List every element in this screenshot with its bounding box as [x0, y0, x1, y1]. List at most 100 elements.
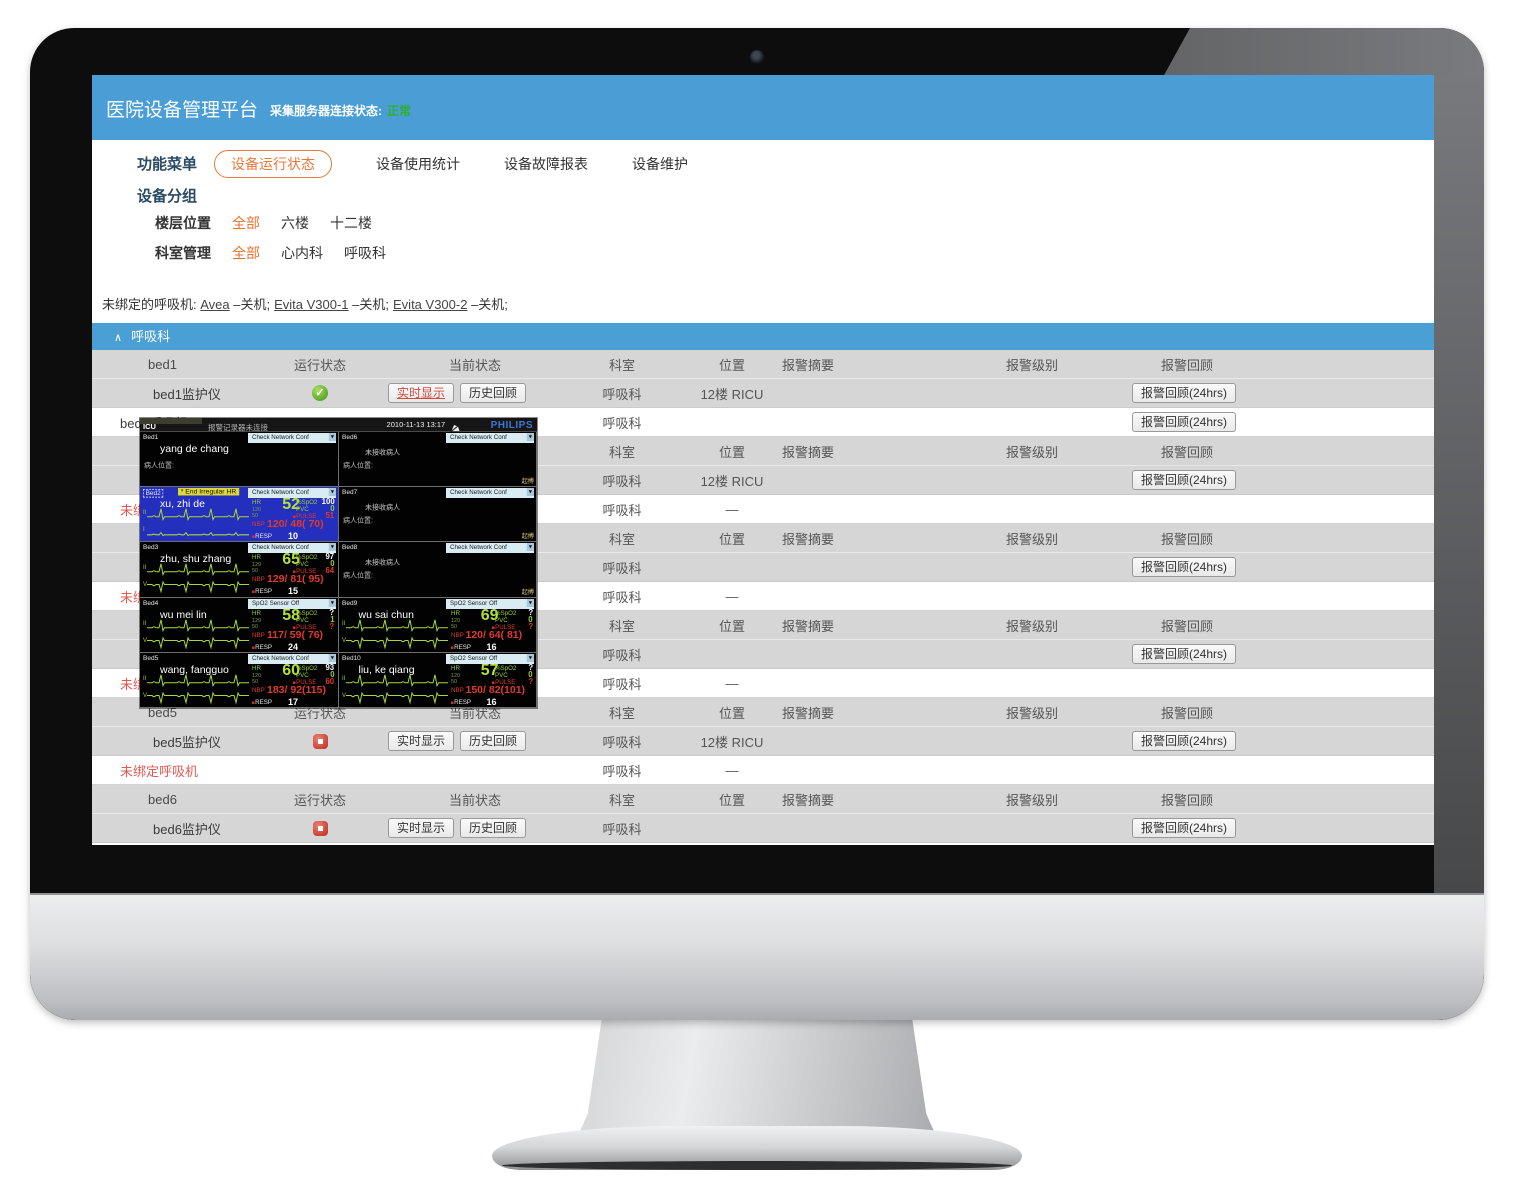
filter-option[interactable]: 心内科 [281, 245, 323, 261]
run-status-icon [312, 734, 328, 750]
nav-tab[interactable]: 设备维护 [632, 155, 689, 172]
col-department: 科室 [608, 618, 635, 634]
monitor-bed-tile[interactable]: Bed8 Check Network Conf ▾ 未接收病人 病人位置: 起搏 [338, 542, 537, 598]
col-alarm-summary: 报警摘要 [782, 792, 835, 808]
nbp-value: 117/ 59( 76) [267, 628, 324, 641]
tile-status-dropdown[interactable]: SpO2 Sensor Off ▾ [446, 653, 534, 664]
resp-label: RESP [450, 644, 470, 650]
tile-status-dropdown[interactable]: Check Network Conf ▾ [446, 543, 534, 554]
pace-corner-label: 起搏 [521, 478, 534, 486]
history-review-button[interactable]: 历史回顾 [460, 731, 527, 751]
filter-option[interactable]: 全部 [232, 215, 260, 231]
ecg-waveform [147, 508, 249, 522]
monitor-bed-tile[interactable]: Bed2 * End Irregular HR Check Network Co… [140, 487, 339, 543]
alarm-review-button[interactable]: 报警回顾(24hrs) [1131, 644, 1236, 664]
resp-value: 15 [288, 586, 299, 597]
ecg-lead-label: II [143, 674, 147, 682]
ventilator-row: 未绑定呼吸机 呼吸科 — [92, 756, 1434, 785]
ventilator-location: — [725, 762, 739, 778]
col-location: 位置 [718, 531, 745, 547]
alarm-review-button[interactable]: 报警回顾(24hrs) [1131, 731, 1236, 751]
filter-option[interactable]: 十二楼 [330, 215, 372, 231]
monitor-bed-tile[interactable]: Bed10 SpO2 Sensor Off ▾ liu, ke qiang II … [338, 652, 537, 708]
col-alarm-review: 报警回顾 [1160, 357, 1213, 373]
nbp-value: 120/ 64( 81) [465, 628, 523, 641]
monitor-bed-tile[interactable]: Bed5 Check Network Conf ▾ wang, fangguo I… [140, 652, 339, 708]
tile-status-dropdown[interactable]: Check Network Conf ▾ [247, 433, 336, 443]
app-title: 医院设备管理平台 [106, 100, 259, 121]
alarm-review-button[interactable]: 报警回顾(24hrs) [1131, 557, 1236, 577]
tile-status-text: Check Network Conf [251, 489, 309, 497]
nav-tab[interactable]: 设备故障报表 [504, 155, 589, 172]
col-run-status: 运行状态 [293, 705, 346, 721]
monitor-bed-tile[interactable]: Bed3 Check Network Conf ▾ zhu, shu zhang … [140, 542, 339, 598]
ventilator-link[interactable]: Evita V300-1 [274, 297, 349, 312]
pvc-value: 0 [528, 670, 533, 680]
history-review-button[interactable]: 历史回顾 [460, 383, 527, 403]
monitor-bed-tile[interactable]: Bed7 Check Network Conf ▾ 未接收病人 病人位置: 起搏 [338, 487, 537, 543]
ecg-lead-label: II [143, 564, 147, 571]
spo2-label: %SpO2 [296, 664, 318, 672]
realtime-display-button[interactable]: 实时显示 [388, 383, 455, 403]
ecg-waveform [147, 636, 249, 650]
tile-status-dropdown[interactable]: Check Network Conf ▾ [247, 488, 336, 499]
spo2-value: 97 [325, 553, 335, 562]
patient-name: yang de chang [160, 443, 229, 455]
unbound-item: Evita V300-2 –关机; [393, 297, 512, 312]
section-bar-respiratory[interactable]: ∧ 呼吸科 [92, 323, 1434, 350]
ventilator-department: 呼吸科 [602, 676, 642, 692]
philips-logo: PHILIPS [490, 420, 533, 431]
realtime-display-button[interactable]: 实时显示 [388, 818, 455, 838]
pvc-label: PVC [296, 671, 309, 679]
col-alarm-level: 报警级别 [1005, 357, 1058, 373]
alarm-review-button[interactable]: 报警回顾(24hrs) [1131, 412, 1236, 432]
unbound-ventilators-line: 未绑定的呼吸机: Avea –关机; Evita V300-1 –关机; Evita… [102, 294, 512, 313]
col-location: 位置 [718, 357, 745, 373]
alarm-silence-icon [450, 420, 461, 438]
monitor-bed-tile[interactable]: Bed1 Check Network Conf ▾ yang de chang 病… [140, 432, 339, 488]
tile-status-dropdown[interactable]: Check Network Conf ▾ [247, 543, 336, 554]
tile-status-dropdown[interactable]: SpO2 Sensor Off ▾ [446, 598, 534, 609]
col-alarm-review: 报警回顾 [1160, 705, 1213, 721]
nav-tab-active[interactable]: 设备运行状态 [214, 149, 333, 178]
tile-status-text: SpO2 Sensor Off [251, 599, 299, 607]
ventilator-location: — [725, 501, 739, 517]
tile-status-dropdown[interactable]: Check Network Conf ▾ [446, 433, 534, 443]
alarm-off-icon [293, 681, 296, 684]
titlebar-artifact [140, 418, 202, 424]
hr-low-limit: 50 [252, 622, 259, 629]
device-location: 12楼 RICU [700, 734, 764, 750]
alarm-review-button[interactable]: 报警回顾(24hrs) [1131, 470, 1236, 490]
realtime-display-button[interactable]: 实时显示 [388, 731, 455, 751]
monitor-bed-tile[interactable]: Bed6 Check Network Conf ▾ 未接收病人 病人位置: 起搏 [338, 432, 537, 488]
central-monitor-window: ICU 报警记录器未连接 2010-11-13 13:17 PHILIPS Be… [140, 418, 537, 708]
filter-row-floor: 楼层位置 全部 六楼 十二楼 [155, 213, 372, 233]
alarm-review-button[interactable]: 报警回顾(24hrs) [1131, 383, 1236, 403]
col-alarm-level: 报警级别 [1005, 792, 1058, 808]
tile-status-dropdown[interactable]: Check Network Conf ▾ [247, 653, 336, 664]
filter-option[interactable]: 全部 [232, 245, 260, 261]
monitor-bed-tile[interactable]: Bed9 SpO2 Sensor Off ▾ wu sai chun II V H… [338, 597, 537, 653]
nbp-label: NBP [252, 686, 265, 694]
patient-location-label: 病人位置: [342, 516, 373, 525]
bed-group-label: bed6 [148, 791, 177, 807]
ventilator-link[interactable]: Evita V300-2 [393, 297, 468, 312]
pulse-label: PULSE [491, 624, 515, 630]
filter-option[interactable]: 呼吸科 [344, 245, 386, 261]
ecg-waveform [345, 674, 448, 687]
filter-option[interactable]: 六楼 [281, 215, 309, 231]
pace-corner-label: 起搏 [521, 588, 534, 596]
tile-status-dropdown[interactable]: SpO2 Sensor Off ▾ [247, 598, 336, 609]
ventilator-link[interactable]: Avea [200, 297, 230, 312]
monitor-bed-tile[interactable]: Bed4 SpO2 Sensor Off ▾ wu mei lin II V HR… [140, 597, 339, 653]
server-status-value: 正常 [387, 104, 412, 118]
tile-status-dropdown[interactable]: Check Network Conf ▾ [446, 488, 534, 499]
spo2-value: ? [329, 608, 335, 618]
history-review-button[interactable]: 历史回顾 [460, 818, 527, 838]
nbp-label: NBP [252, 576, 265, 584]
nav-tab[interactable]: 设备使用统计 [376, 155, 461, 172]
no-patient-label: 未接收病人 [364, 448, 400, 457]
ecg-lead-label: II [341, 619, 345, 627]
alarm-review-button[interactable]: 报警回顾(24hrs) [1131, 818, 1236, 838]
